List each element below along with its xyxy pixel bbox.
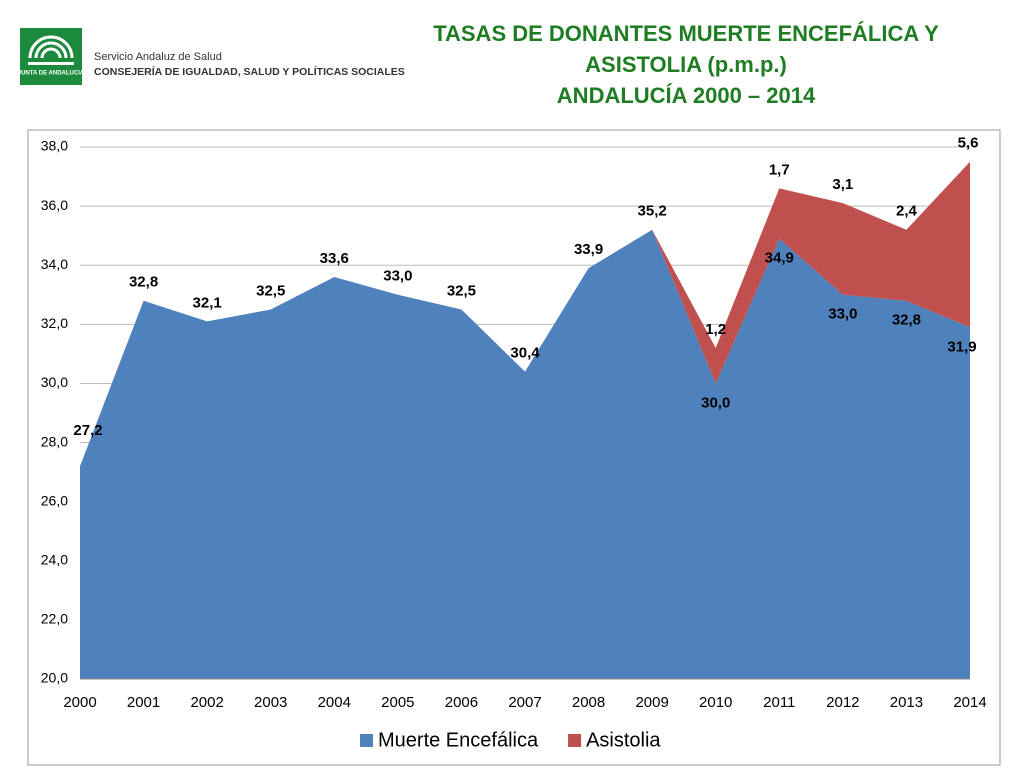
data-label: 33,0 [828, 306, 857, 323]
x-tick-label: 2002 [190, 694, 223, 711]
x-tick-label: 2006 [445, 694, 478, 711]
logo-text: JUNTA DE ANDALUCIA [18, 71, 85, 77]
y-tick-label: 30,0 [41, 374, 68, 390]
data-label: 32,8 [892, 312, 921, 329]
x-tick-label: 2001 [127, 694, 160, 711]
legend-swatch [360, 734, 373, 747]
x-tick-label: 2003 [254, 694, 287, 711]
data-label: 33,9 [574, 241, 603, 258]
data-label: 32,8 [129, 274, 158, 291]
y-tick-label: 32,0 [41, 315, 68, 331]
legend-label: Muerte Encefálica [378, 729, 539, 751]
data-label: 2,4 [896, 203, 918, 220]
x-tick-label: 2007 [508, 694, 541, 711]
x-tick-label: 2014 [953, 694, 986, 711]
data-label: 33,6 [320, 250, 349, 267]
y-tick-label: 34,0 [41, 256, 68, 272]
data-label: 34,9 [765, 250, 794, 267]
logo-bar [28, 62, 74, 65]
data-label: 30,0 [701, 394, 730, 411]
x-tick-label: 2011 [763, 694, 795, 711]
chart-title: TASAS DE DONANTES MUERTE ENCEFÁLICA Y [433, 21, 939, 46]
department-name: CONSEJERÍA DE IGUALDAD, SALUD Y POLÍTICA… [94, 65, 405, 78]
x-tick-label: 2000 [63, 694, 96, 711]
x-tick-label: 2005 [381, 694, 414, 711]
data-label: 32,1 [193, 294, 222, 311]
y-tick-label: 26,0 [41, 492, 68, 508]
chart-title: ASISTOLIA (p.m.p.) [585, 52, 787, 77]
y-tick-label: 36,0 [41, 197, 68, 213]
x-tick-label: 2010 [699, 694, 732, 711]
legend-swatch [568, 734, 582, 747]
x-tick-label: 2012 [826, 694, 859, 711]
y-tick-label: 28,0 [41, 433, 68, 449]
logo-arcs [28, 35, 74, 59]
data-label: 32,5 [447, 283, 476, 300]
data-label: 1,7 [769, 161, 790, 178]
x-tick-label: 2013 [890, 694, 923, 711]
data-label: 5,6 [958, 135, 979, 152]
data-label: 30,4 [510, 345, 540, 362]
y-tick-label: 24,0 [41, 551, 68, 567]
data-label: 3,1 [832, 176, 853, 193]
x-tick-label: 2008 [572, 694, 605, 711]
chart-title: ANDALUCÍA 2000 – 2014 [557, 83, 816, 108]
data-label: 27,2 [73, 422, 102, 439]
y-tick-label: 22,0 [41, 611, 68, 627]
area [80, 229, 970, 679]
x-tick-label: 2009 [635, 694, 668, 711]
data-label: 35,2 [638, 203, 667, 220]
y-tick-label: 38,0 [41, 138, 68, 154]
x-tick-label: 2004 [318, 694, 351, 711]
data-label: 31,9 [947, 338, 976, 355]
service-name: Servicio Andaluz de Salud [94, 51, 222, 63]
data-label: 32,5 [256, 283, 285, 300]
data-label: 1,2 [705, 321, 726, 338]
data-label: 33,0 [383, 268, 412, 285]
legend-label: Asistolia [586, 729, 661, 751]
y-tick-label: 20,0 [41, 670, 68, 686]
